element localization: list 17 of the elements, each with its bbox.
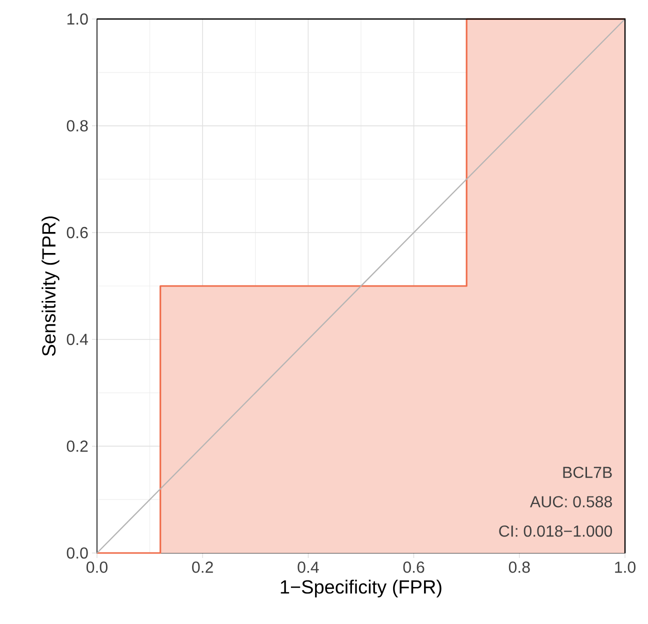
x-tick-label: 0.8 (508, 562, 530, 573)
y-tick-label: 0.0 (66, 547, 88, 559)
y-tick-label: 0.6 (66, 226, 88, 238)
x-tick-label: 0.2 (192, 562, 213, 573)
x-tick-label: 1.0 (615, 562, 636, 573)
x-tick-label: 0.4 (298, 562, 319, 573)
annotation: CI: 0.018−1.000 (499, 525, 612, 537)
x-tick-label: 0.6 (403, 562, 424, 573)
y-axis-title: Sensitivity (TPR) (42, 216, 60, 356)
annotation: BCL7B (563, 466, 612, 478)
x-tick-label: 0.0 (86, 562, 108, 573)
y-tick-label: 0.8 (66, 120, 88, 132)
y-tick-label: 0.2 (66, 440, 88, 452)
annotation: AUC: 0.588 (530, 496, 612, 508)
y-tick-label: 0.4 (66, 334, 88, 346)
y-tick-label: 1.0 (67, 13, 88, 25)
x-axis-title: 1−Specificity (FPR) (280, 580, 442, 598)
